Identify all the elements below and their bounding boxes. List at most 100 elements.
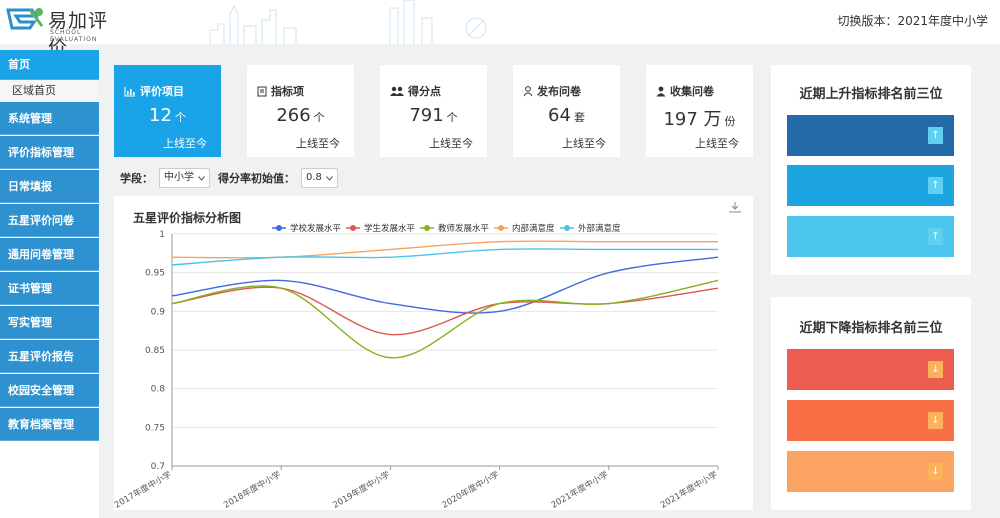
legend-marker — [424, 225, 430, 231]
x-tick-label: 2019年度中小学 — [331, 469, 392, 510]
series-line — [171, 248, 718, 266]
legend-label: 学生发展水平 — [364, 223, 416, 234]
y-tick-label: 0.95 — [145, 269, 165, 279]
nav-item-general-questionnaire[interactable]: 通用问卷管理 — [0, 238, 99, 271]
chevron-down-icon — [326, 175, 333, 181]
nav-item-questionnaire[interactable]: 五星评价问卷 — [0, 204, 99, 237]
stat-card-collected[interactable]: 收集问卷 197 万份 上线至今 — [646, 65, 753, 157]
card-title: 评价项目 — [140, 85, 184, 98]
rank-up-title: 近期上升指标排名前三位 — [799, 87, 943, 102]
stat-card-indicators[interactable]: 指标项 266 个 上线至今 — [247, 65, 354, 157]
rank-down-bar[interactable]: ↓ — [787, 400, 954, 441]
card-value: 197 万 — [663, 109, 722, 130]
arrow-up-icon: ↑ — [928, 228, 943, 245]
group-icon — [390, 86, 404, 96]
legend-marker — [564, 225, 570, 231]
top-header: 易加评价 SCHOOL EVALUATION 切换版本：2021年度中小学 — [0, 0, 1000, 59]
rank-down-bar[interactable]: ↓ — [787, 349, 954, 390]
nav-item-safety[interactable]: 校园安全管理 — [0, 374, 99, 407]
arrow-down-icon: ↓ — [928, 361, 943, 378]
filter-bar: 学段： 中小学 得分率初始值： 0.8 — [120, 168, 346, 188]
nav-item-system[interactable]: 系统管理 — [0, 102, 99, 135]
stat-card-published[interactable]: 发布问卷 64 套 上线至今 — [513, 65, 620, 157]
card-title: 发布问卷 — [537, 85, 581, 98]
init-value-select[interactable]: 0.8 — [301, 168, 338, 188]
series-line — [171, 279, 719, 359]
card-footer: 上线至今 — [562, 137, 606, 150]
user-icon — [523, 85, 533, 96]
card-footer: 上线至今 — [296, 137, 340, 150]
legend-marker — [498, 225, 504, 231]
download-icon[interactable] — [729, 201, 741, 213]
nav-item-archive[interactable]: 教育档案管理 — [0, 408, 99, 441]
y-tick-label: 0.75 — [145, 423, 165, 433]
stage-select[interactable]: 中小学 — [159, 168, 210, 188]
legend-label: 内部满意度 — [512, 223, 555, 234]
x-tick-label: 2021年度中小学 — [549, 469, 610, 510]
y-tick-label: 0.9 — [151, 307, 166, 317]
app-logo[interactable]: 易加评价 SCHOOL EVALUATION — [6, 4, 126, 59]
user-badge-icon — [656, 86, 666, 96]
card-unit: 个 — [174, 111, 186, 124]
x-tick-label: 2020年度中小学 — [440, 469, 501, 510]
card-title: 得分点 — [408, 85, 441, 98]
init-select-value: 0.8 — [306, 172, 322, 183]
nav-subitem-region-home[interactable]: 区域首页 — [0, 80, 99, 102]
y-tick-label: 1 — [159, 230, 165, 240]
card-footer: 上线至今 — [163, 137, 207, 150]
x-tick-label: 2018年度中小学 — [222, 469, 283, 510]
arrow-down-icon: ↓ — [928, 463, 943, 480]
stage-label: 学段： — [120, 172, 153, 185]
chart-title: 五星评价指标分析图 — [133, 211, 242, 225]
city-skyline-decoration — [209, 0, 487, 44]
arrow-down-icon: ↓ — [928, 412, 943, 429]
version-switch[interactable]: 切换版本：2021年度中小学 — [837, 14, 988, 28]
chevron-down-icon — [198, 175, 205, 181]
card-value: 266 — [276, 105, 311, 126]
y-tick-label: 0.85 — [145, 346, 165, 356]
stage-select-value: 中小学 — [164, 172, 194, 183]
chart-panel: 五星评价指标分析图 0.7 0.75 0.8 0.85 0.9 0.95 1 2017年度中小… — [114, 196, 753, 510]
card-footer: 上线至今 — [429, 137, 473, 150]
rank-up-panel: 近期上升指标排名前三位 ↑ ↑ ↑ — [771, 65, 971, 275]
legend-label: 外部满意度 — [578, 223, 621, 234]
logo-mark-icon — [6, 8, 44, 30]
rank-up-bar[interactable]: ↑ — [787, 165, 954, 206]
y-tick-label: 0.7 — [151, 462, 165, 472]
card-unit: 份 — [724, 115, 736, 128]
rank-up-bar[interactable]: ↑ — [787, 216, 954, 257]
nav-item-indicator[interactable]: 评价指标管理 — [0, 136, 99, 169]
bar-chart-icon — [124, 86, 135, 96]
legend-marker — [276, 225, 282, 231]
nav-item-report[interactable]: 五星评价报告 — [0, 340, 99, 373]
nav-item-daily[interactable]: 日常填报 — [0, 170, 99, 203]
card-unit: 个 — [313, 111, 325, 124]
x-tick-label: 2021年度中小学 — [658, 469, 719, 510]
line-chart: 0.7 0.75 0.8 0.85 0.9 0.95 1 2017年度中小学 2018年度中小学… — [114, 223, 720, 510]
nav-item-home[interactable]: 首页 — [0, 50, 99, 80]
card-value: 12 — [149, 105, 172, 126]
card-unit: 个 — [446, 111, 458, 124]
legend-label: 教师发展水平 — [438, 223, 490, 234]
x-tick-label: 2017年度中小学 — [114, 469, 174, 510]
document-icon — [257, 86, 267, 96]
y-tick-label: 0.8 — [151, 385, 166, 395]
card-value: 64 — [548, 105, 571, 126]
rank-up-bar[interactable]: ↑ — [787, 115, 954, 156]
card-title: 指标项 — [271, 85, 304, 98]
arrow-up-icon: ↑ — [928, 177, 943, 194]
nav-item-record[interactable]: 写实管理 — [0, 306, 99, 339]
rank-down-bar[interactable]: ↓ — [787, 451, 954, 492]
stat-card-score-points[interactable]: 得分点 791 个 上线至今 — [380, 65, 487, 157]
rank-down-title: 近期下降指标排名前三位 — [799, 321, 943, 336]
legend-label: 学校发展水平 — [290, 223, 342, 234]
legend-marker — [350, 225, 356, 231]
series-line — [171, 256, 719, 314]
logo-subtitle: SCHOOL EVALUATION — [50, 29, 98, 43]
rank-down-panel: 近期下降指标排名前三位 ↓ ↓ ↓ — [771, 297, 971, 510]
sidebar: 首页 区域首页 系统管理 评价指标管理 日常填报 五星评价问卷 通用问卷管理 证… — [0, 50, 99, 518]
stat-card-projects[interactable]: 评价项目 12 个 上线至今 — [114, 65, 221, 157]
arrow-up-icon: ↑ — [928, 127, 943, 144]
nav-item-certificate[interactable]: 证书管理 — [0, 272, 99, 305]
card-unit: 套 — [573, 111, 585, 124]
